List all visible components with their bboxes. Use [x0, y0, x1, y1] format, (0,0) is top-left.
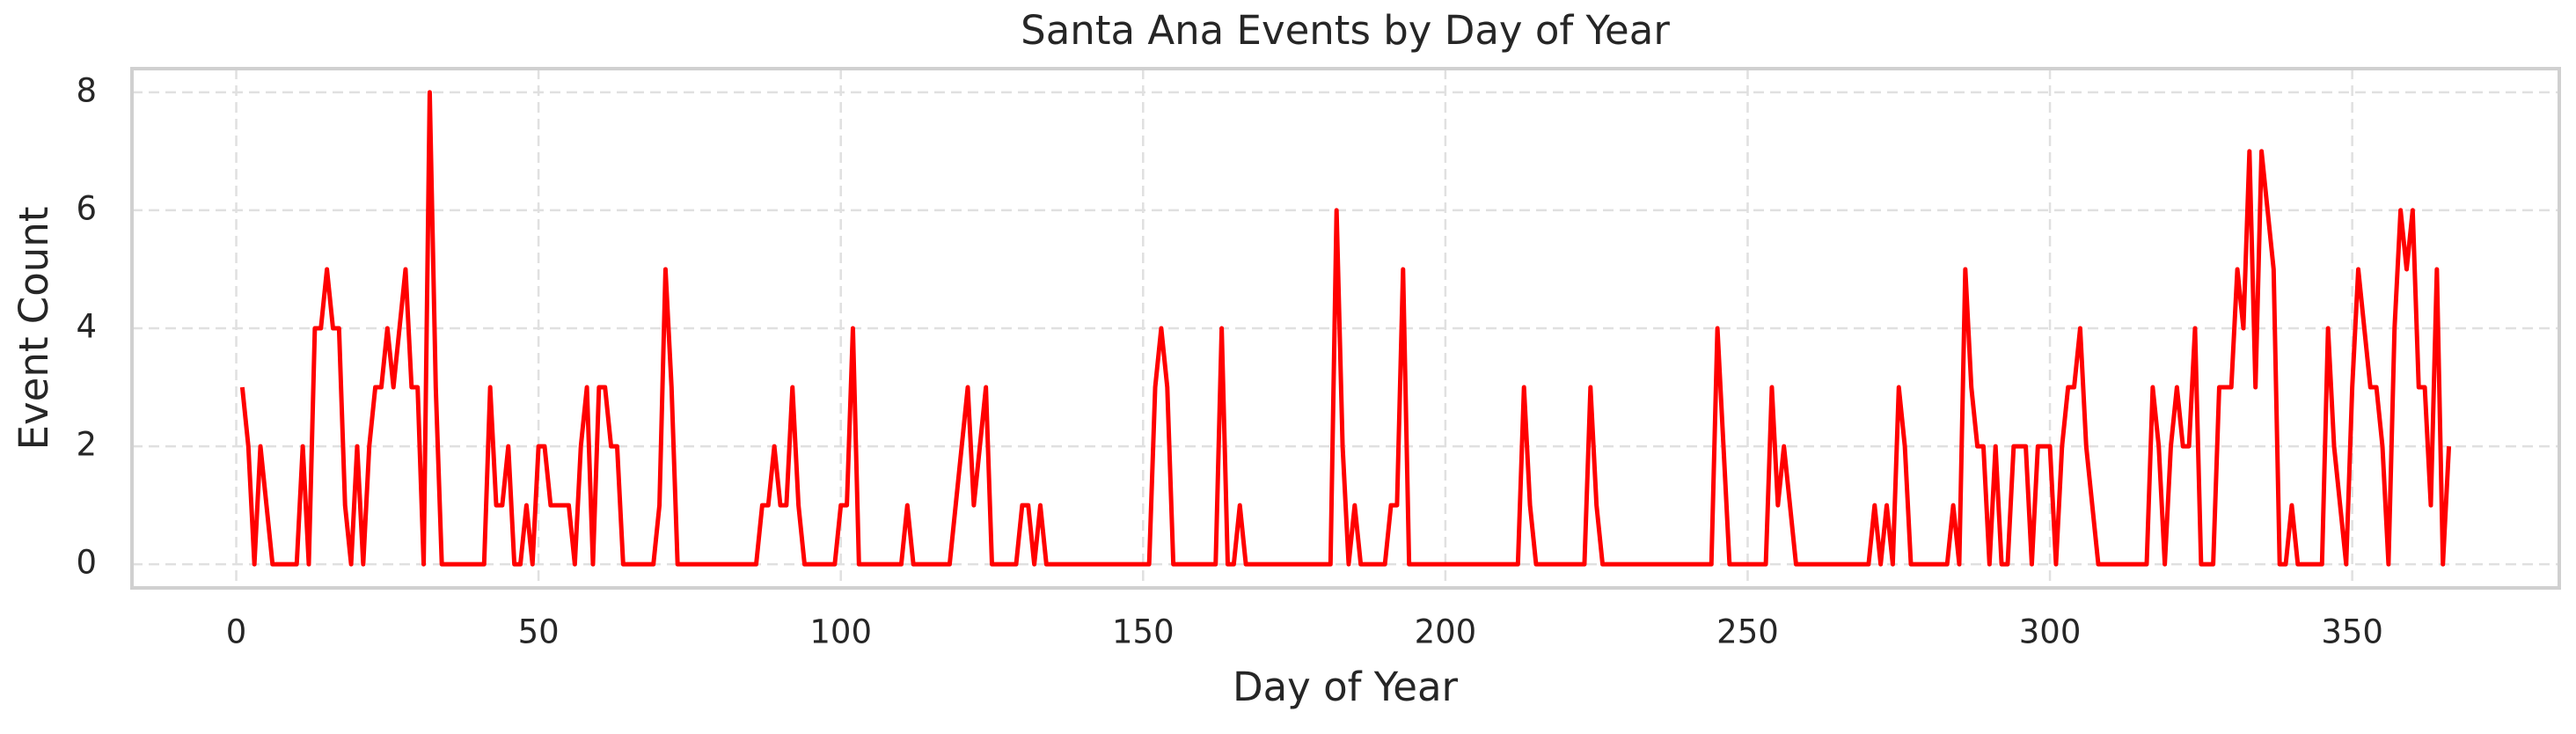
plot-frame — [130, 67, 2561, 590]
y-tick-label: 0 — [76, 544, 97, 582]
chart-title: Santa Ana Events by Day of Year — [1021, 7, 1670, 54]
x-tick-label: 300 — [2019, 613, 2082, 651]
y-axis-label: Event Count — [11, 207, 57, 451]
x-tick-label: 0 — [226, 613, 247, 651]
y-tick-label: 6 — [76, 189, 97, 227]
x-tick-label: 200 — [1415, 613, 1477, 651]
y-tick-label: 8 — [76, 71, 97, 109]
x-tick-label: 150 — [1112, 613, 1175, 651]
data-line — [239, 90, 2452, 567]
x-axis-label: Day of Year — [1233, 664, 1459, 710]
x-tick-label: 350 — [2321, 613, 2383, 651]
x-tick-label: 250 — [1716, 613, 1779, 651]
y-tick-label: 2 — [76, 426, 97, 464]
x-tick-label: 100 — [809, 613, 872, 651]
y-tick-label: 4 — [76, 308, 97, 346]
x-tick-label: 50 — [518, 613, 560, 651]
